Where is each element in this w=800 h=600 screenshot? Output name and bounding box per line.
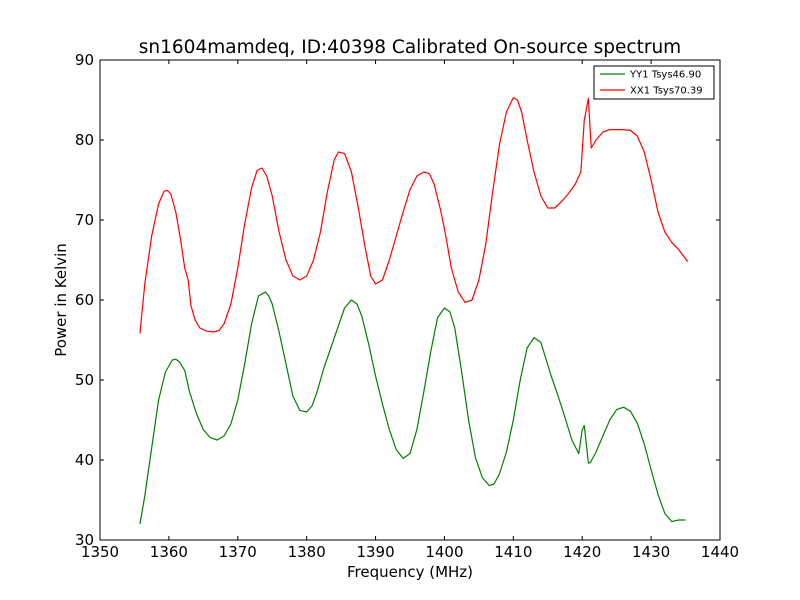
x-tick-label: 1380 [288, 543, 326, 561]
y-tick-label: 80 [75, 131, 94, 149]
y-tick-label: 60 [75, 291, 94, 309]
x-tick-label: 1410 [494, 543, 532, 561]
x-tick-label: 1440 [701, 543, 739, 561]
plot-area [99, 59, 721, 541]
x-tick-label: 1370 [219, 543, 257, 561]
y-axis-label: Power in Kelvin [52, 243, 70, 357]
x-tick-labels: 1350 1360 1370 1380 1390 1400 1410 1420 1430 1440 [81, 543, 739, 561]
series-line-yy1 [139, 291, 686, 525]
x-tick-label: 1390 [356, 543, 394, 561]
y-tick-label: 90 [75, 51, 94, 69]
legend-label-yy1: YY1 Tsys46.90 [629, 70, 701, 81]
y-tick-label: 70 [75, 211, 94, 229]
legend-box [593, 65, 715, 100]
y-tick-label: 50 [75, 371, 94, 389]
series-lines [139, 96, 689, 525]
x-tick-label: 1420 [563, 543, 601, 561]
legend-label-xx1: XX1 Tsys70.39 [630, 86, 703, 97]
x-tick-label: 1400 [425, 543, 463, 561]
axis-ticks [99, 59, 721, 541]
y-tick-label: 30 [75, 531, 94, 549]
x-tick-label: 1430 [632, 543, 670, 561]
x-axis-label: Frequency (MHz) [347, 563, 473, 581]
y-tick-labels: 30 40 50 60 70 80 90 [75, 51, 94, 549]
x-tick-label: 1360 [150, 543, 188, 561]
x-tick-label: 1350 [81, 543, 119, 561]
series-line-xx1 [139, 96, 689, 334]
chart-title: sn1604mamdeq, ID:40398 Calibrated On-sou… [139, 37, 681, 58]
plot-frame [99, 59, 721, 541]
y-tick-label: 40 [75, 451, 94, 469]
legend[interactable]: YY1 Tsys46.90 XX1 Tsys70.39 [593, 65, 715, 100]
